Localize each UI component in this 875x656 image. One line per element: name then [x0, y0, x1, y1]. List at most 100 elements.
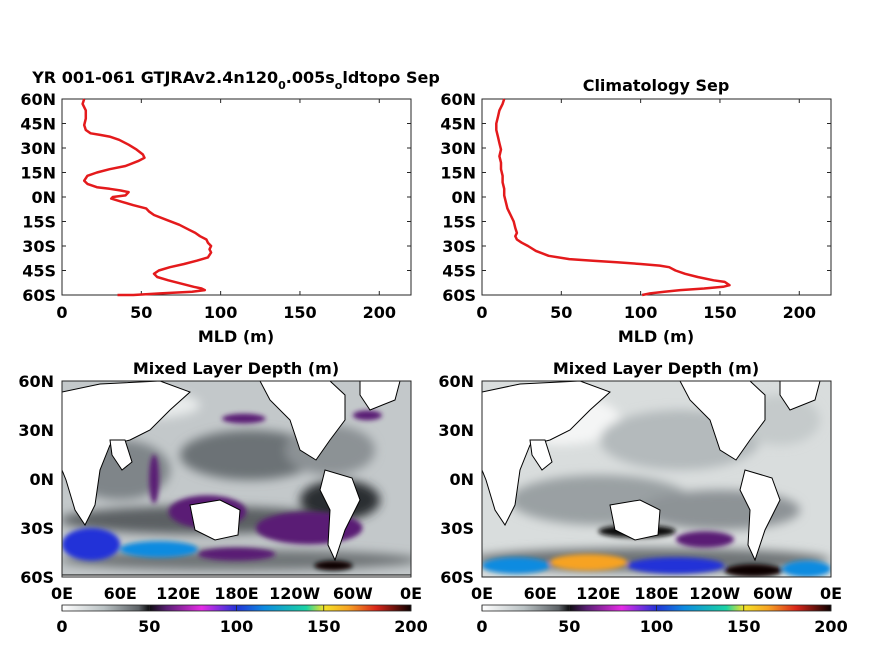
panel-model-profile: YR 001-061 GTJRAv2.4n1200.005soldtopo Se…	[20, 68, 439, 346]
mld-patch	[314, 560, 353, 571]
continent-greenland-clim	[779, 381, 821, 411]
map-lon-label: 120E	[156, 584, 200, 603]
map-lon-label: 60W	[753, 584, 793, 603]
map-title-climatology: Mixed Layer Depth (m)	[553, 359, 759, 378]
map-lat-label: 30S	[440, 519, 474, 538]
ytick-label: 30S	[22, 237, 56, 256]
mld-patch	[120, 541, 198, 558]
continent-australia	[189, 499, 241, 541]
continent-south-america-clim	[739, 469, 781, 562]
map-lat-label: 0N	[29, 470, 54, 489]
axis-ticks-model: 0 50 100 150 200 60N 45N 30N 15N 0N 15S 30S 45S 60S	[20, 90, 411, 322]
colorbar-tick-label: 100	[640, 617, 673, 636]
ytick-label: 60N	[440, 90, 476, 109]
xtick-label: 100	[204, 303, 237, 322]
xtick-label: 0	[476, 303, 487, 322]
map-lon-label: 0E	[400, 584, 422, 603]
map-title-model: Mixed Layer Depth (m)	[133, 359, 339, 378]
map-lon-label: 0E	[51, 584, 73, 603]
map-lat-label: 0N	[449, 470, 474, 489]
map-lon-label: 180E	[634, 584, 678, 603]
colorbar-tick-label: 0	[56, 617, 67, 636]
map-lat-label: 60N	[438, 372, 474, 391]
colorbar-tick-label: 0	[476, 617, 487, 636]
map-lon-label: 120W	[689, 584, 740, 603]
ytick-label: 30N	[440, 139, 476, 158]
ytick-label: 0N	[451, 188, 476, 207]
ytick-label: 0N	[31, 188, 56, 207]
xtick-label: 100	[624, 303, 657, 322]
map-lon-label: 0E	[471, 584, 493, 603]
mld-patch	[782, 560, 831, 577]
mld-patch	[149, 454, 159, 504]
colorbar-tick-label: 50	[138, 617, 160, 636]
mld-patch	[352, 410, 382, 421]
mld-patch	[482, 557, 550, 574]
panel-model-map: Mixed Layer Depth (m)	[18, 359, 427, 636]
map-lat-label: 60S	[440, 568, 474, 587]
map-lat-label: 60S	[20, 568, 54, 587]
mld-patch	[62, 528, 121, 561]
continent-africa-eurasia-clim	[482, 381, 611, 526]
colorbar-tick-label: 150	[307, 617, 340, 636]
map-lon-label: 120E	[576, 584, 620, 603]
map-lon-label: 120W	[269, 584, 320, 603]
ytick-label: 15S	[22, 213, 56, 232]
series-line-climatology	[495, 98, 731, 297]
ytick-label: 60S	[442, 286, 476, 305]
xtick-label: 150	[283, 303, 316, 322]
map-frame-climatology	[481, 380, 832, 578]
xlabel-climatology: MLD (m)	[618, 327, 694, 346]
colorbar-tick-label: 100	[220, 617, 253, 636]
mld-patch	[549, 554, 628, 571]
map-lat-label: 30N	[438, 421, 474, 440]
continent-greenland	[359, 381, 401, 411]
continent-north-america	[259, 381, 346, 461]
map-lon-label: 180E	[214, 584, 258, 603]
ytick-label: 45S	[22, 262, 56, 281]
panel-title-climatology: Climatology Sep	[583, 76, 730, 95]
continent-south-asia-clim	[529, 439, 553, 471]
colorbar-ticks-climatology: 0 50 100 150 200	[476, 605, 848, 636]
mld-patch	[724, 563, 783, 577]
map-lon-label: 60E	[524, 584, 557, 603]
land-masses-climatology	[482, 381, 821, 562]
xlabel-model: MLD (m)	[198, 327, 274, 346]
continent-north-america-clim	[679, 381, 766, 461]
map-lat-label: 30S	[20, 519, 54, 538]
ytick-label: 30N	[20, 139, 56, 158]
continent-australia-clim	[609, 499, 661, 541]
panel-climatology-profile: Climatology Sep 0 50 100 150 200 60N 45N 30N 15N…	[440, 76, 832, 346]
ytick-label: 45N	[440, 115, 476, 134]
map-lat-label: 60N	[18, 372, 54, 391]
colorbar-tick-label: 200	[394, 617, 427, 636]
map-lon-label: 60W	[333, 584, 373, 603]
mld-patch	[675, 531, 735, 548]
ytick-label: 45S	[442, 262, 476, 281]
colorbar-tick-label: 200	[814, 617, 847, 636]
land-masses-model	[62, 381, 411, 577]
series-line-model	[81, 98, 213, 297]
map-lon-label: 0E	[820, 584, 842, 603]
mld-patch	[627, 557, 725, 574]
ytick-label: 30S	[442, 237, 476, 256]
continent-south-america	[319, 469, 361, 562]
mld-patch	[221, 413, 266, 424]
continent-africa-eurasia	[62, 381, 191, 526]
continent-south-asia	[109, 439, 133, 471]
xtick-label: 0	[56, 303, 67, 322]
colorbar-tick-label: 150	[727, 617, 760, 636]
ytick-label: 45N	[20, 115, 56, 134]
mld-patch	[197, 547, 276, 561]
ytick-label: 60S	[22, 286, 56, 305]
plot-area-climatology	[481, 98, 832, 296]
map-frame-model	[61, 380, 412, 578]
xtick-label: 50	[550, 303, 572, 322]
xtick-label: 200	[363, 303, 396, 322]
panel-title-model: YR 001-061 GTJRAv2.4n1200.005soldtopo Se…	[31, 68, 440, 92]
ytick-label: 15N	[20, 164, 56, 183]
ytick-label: 60N	[20, 90, 56, 109]
